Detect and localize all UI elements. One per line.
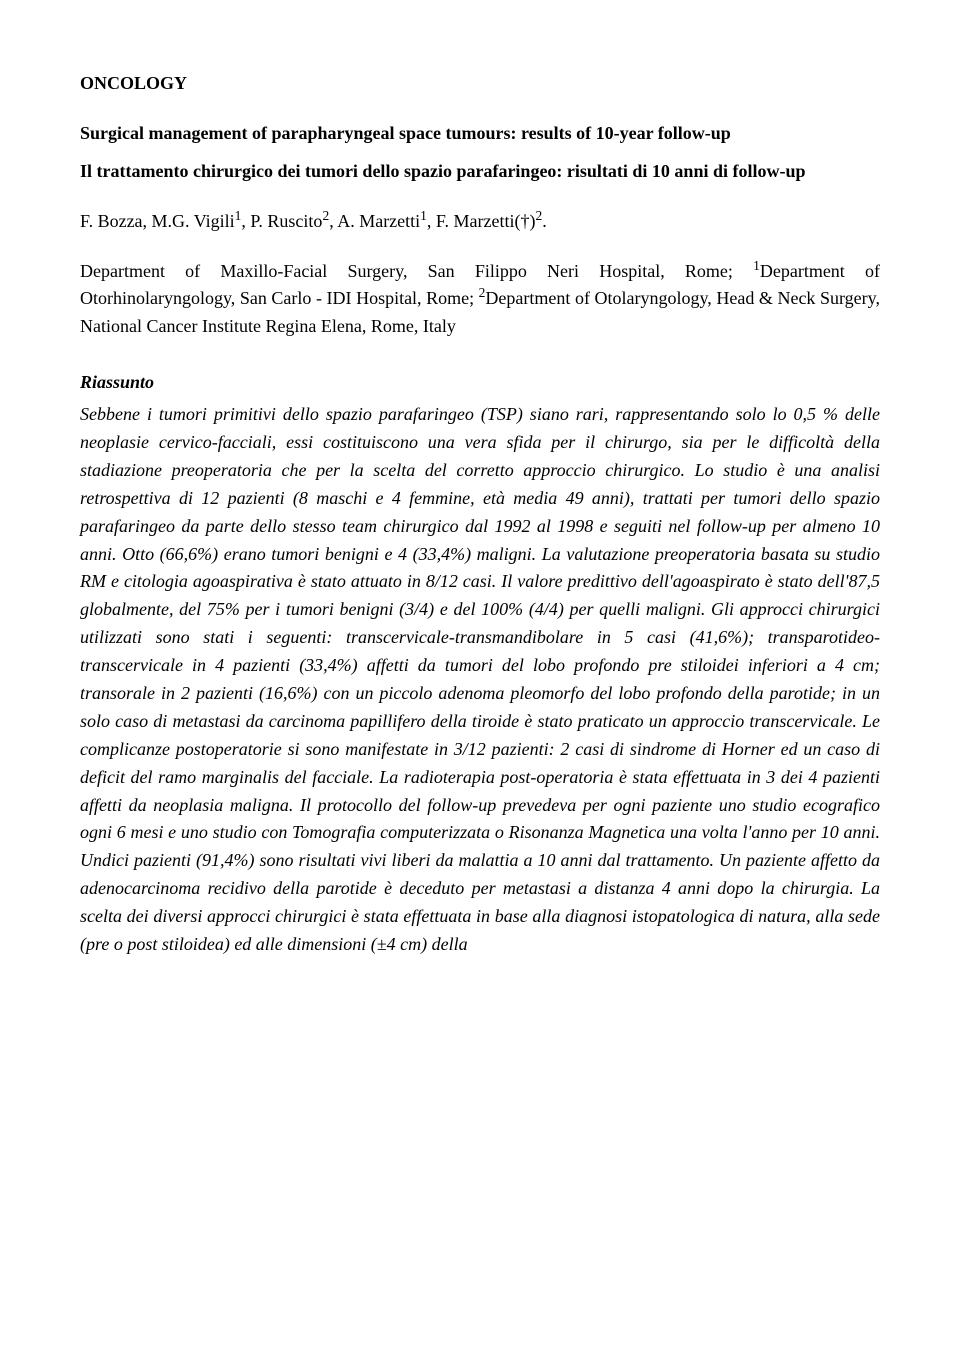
abstract-label: Riassunto	[80, 369, 880, 397]
title-english: Surgical management of parapharyngeal sp…	[80, 120, 880, 148]
affiliations: Department of Maxillo-Facial Surgery, Sa…	[80, 258, 880, 342]
abstract-body: Sebbene i tumori primitivi dello spazio …	[80, 401, 880, 959]
section-label: ONCOLOGY	[80, 70, 880, 98]
authors: F. Bozza, M.G. Vigili1, P. Ruscito2, A. …	[80, 208, 880, 236]
title-italian: Il trattamento chirurgico dei tumori del…	[80, 158, 880, 186]
